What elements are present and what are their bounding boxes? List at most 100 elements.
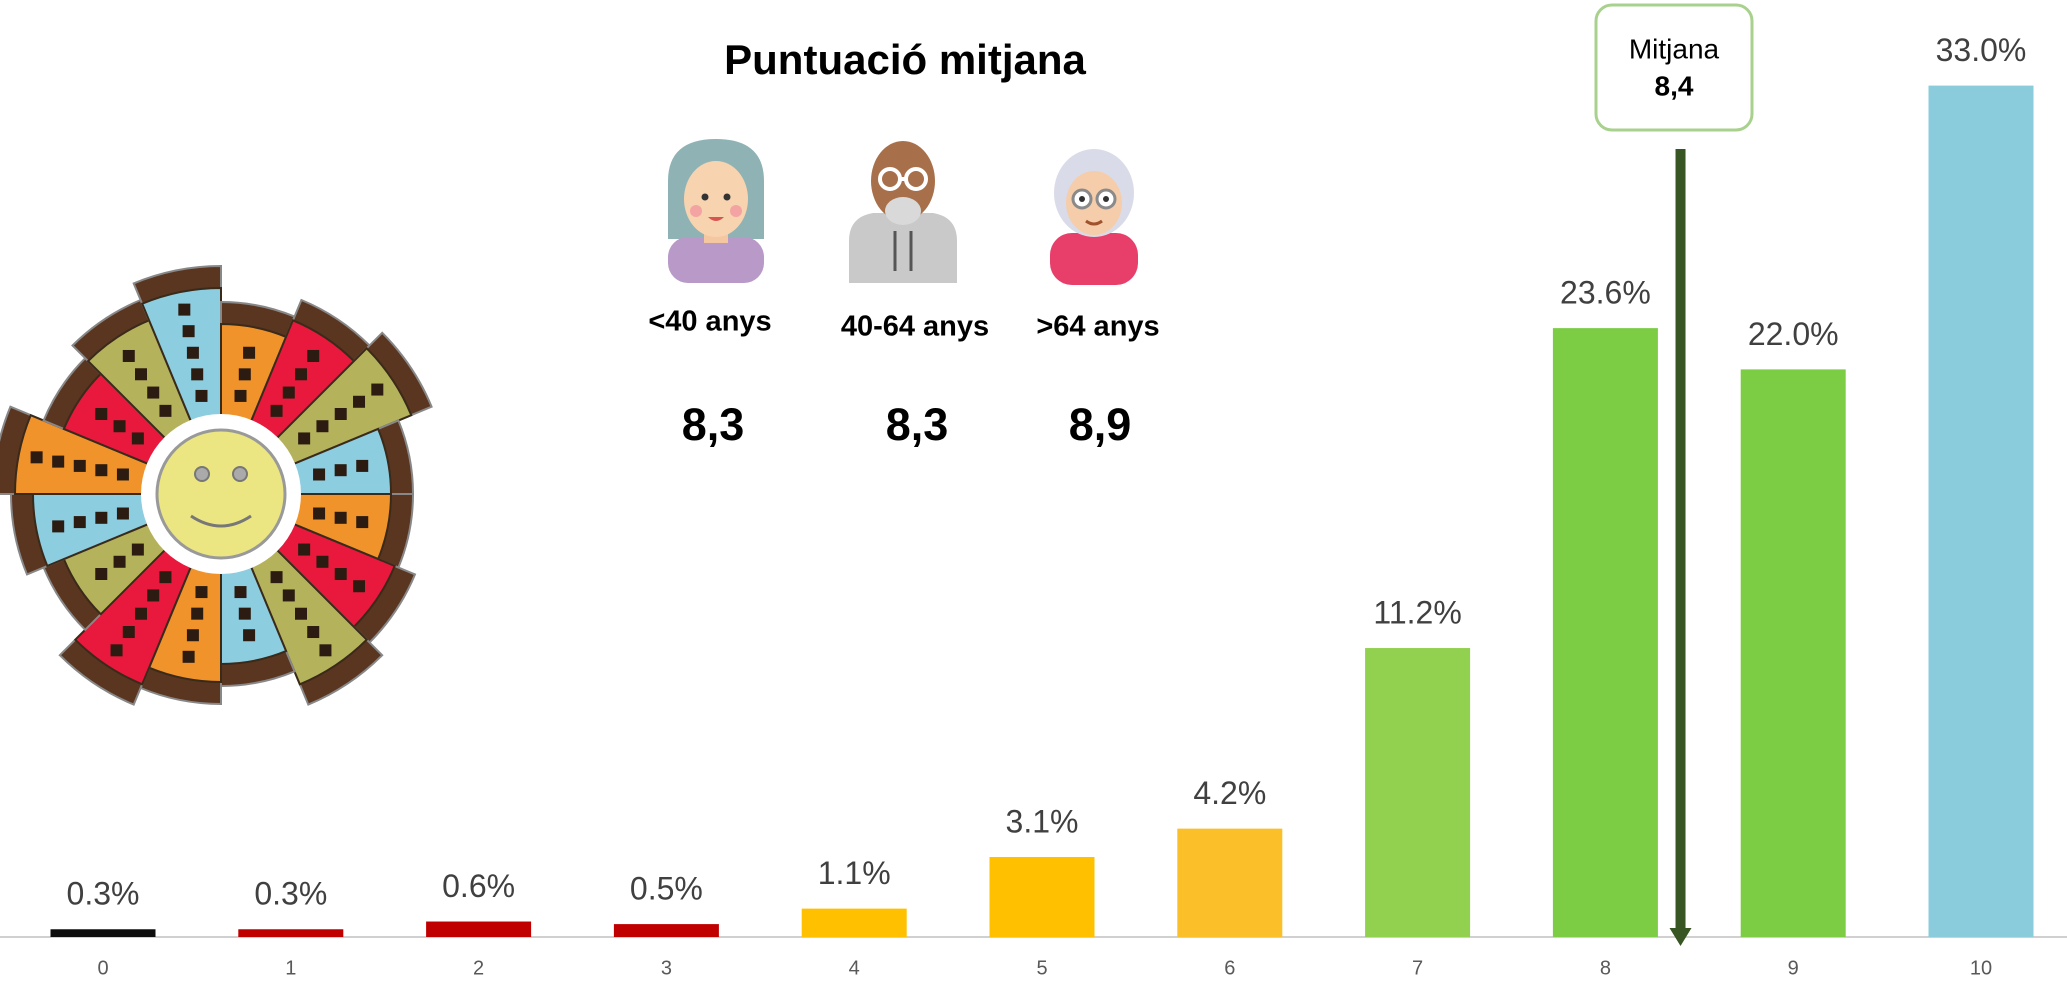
value-label: 4.2%: [1193, 775, 1266, 811]
x-tick-label: 4: [849, 957, 860, 979]
x-tick-label: 3: [661, 957, 672, 979]
town-illustration: [0, 264, 433, 706]
avatar-middle: [849, 141, 957, 283]
town-window: [334, 407, 347, 420]
town-window: [307, 626, 320, 639]
mean-label: Mitjana: [1629, 33, 1720, 64]
mean-value: 8,4: [1655, 70, 1694, 101]
town-window: [243, 629, 256, 642]
town-window: [316, 420, 329, 433]
town-window: [316, 555, 329, 568]
town-window: [131, 543, 144, 556]
town-window: [191, 607, 204, 620]
town-building: [13, 413, 151, 495]
group-label: <40 anys: [648, 306, 771, 338]
value-label: 0.3%: [67, 876, 140, 912]
value-label: 33.0%: [1936, 32, 2027, 68]
town-window: [95, 407, 108, 420]
town-window: [131, 432, 144, 445]
value-label: 3.1%: [1006, 803, 1079, 839]
value-label: 23.6%: [1560, 275, 1651, 311]
town-window: [113, 420, 126, 433]
town-window: [159, 571, 172, 584]
town-window: [147, 386, 160, 399]
bar: [1928, 85, 2034, 938]
town-window: [313, 507, 326, 520]
x-tick-label: 10: [1970, 957, 1992, 979]
mean-box: [1594, 3, 1754, 132]
town-window: [353, 395, 366, 408]
bar: [50, 929, 156, 937]
town-window: [30, 451, 43, 464]
smiley-mouth: [190, 514, 252, 528]
town-window: [147, 589, 160, 602]
town-window: [238, 607, 251, 620]
bar: [989, 857, 1095, 937]
value-label: 0.3%: [254, 876, 327, 912]
value-label: 0.5%: [630, 871, 703, 907]
town-window: [313, 468, 326, 481]
bar: [801, 908, 907, 937]
town-window: [186, 346, 199, 359]
x-tick-label: 6: [1224, 957, 1235, 979]
town-window: [113, 555, 126, 568]
town-window: [334, 568, 347, 581]
town-window: [356, 516, 369, 529]
town-window: [356, 459, 369, 472]
town-window: [353, 580, 366, 593]
town-window: [159, 404, 172, 417]
town-window: [282, 386, 295, 399]
town-window: [307, 349, 320, 362]
town-window: [195, 389, 208, 402]
chart-title: Puntuació mitjana: [724, 36, 1086, 83]
town-window: [234, 389, 247, 402]
town-window: [270, 571, 283, 584]
town-window: [319, 644, 332, 657]
town-window: [116, 507, 129, 520]
smiley-eye: [232, 466, 248, 482]
mean-arrowhead: [1669, 928, 1692, 946]
town-window: [178, 303, 191, 316]
town-window: [371, 383, 384, 396]
smiley-eye: [194, 466, 210, 482]
town-window: [298, 543, 311, 556]
town-window: [334, 511, 347, 524]
bar: [1177, 828, 1283, 937]
value-label: 0.6%: [442, 868, 515, 904]
town-window: [116, 468, 129, 481]
town-window: [95, 464, 108, 477]
smiley-face: [155, 428, 287, 560]
group-score: 8,9: [1069, 399, 1132, 450]
town-window: [234, 586, 247, 599]
town-building: [140, 286, 222, 424]
town-window: [186, 629, 199, 642]
town-window: [73, 516, 86, 529]
bar: [1552, 328, 1658, 937]
avatar-young: [668, 139, 764, 283]
town-window: [191, 368, 204, 381]
value-label: 22.0%: [1748, 316, 1839, 352]
bar: [613, 924, 719, 937]
x-tick-label: 2: [473, 957, 484, 979]
town-window: [270, 404, 283, 417]
town-window: [73, 459, 86, 472]
town-window: [134, 607, 147, 620]
x-tick-label: 0: [97, 957, 108, 979]
town-window: [295, 607, 308, 620]
town-window: [182, 650, 195, 663]
town-window: [182, 325, 195, 338]
town-window: [52, 455, 65, 468]
town-window: [243, 346, 256, 359]
town-window: [195, 586, 208, 599]
town-window: [95, 568, 108, 581]
town-window: [110, 644, 123, 657]
bar: [238, 929, 344, 937]
group-score: 8,3: [682, 399, 745, 450]
group-label: 40-64 anys: [841, 311, 989, 343]
x-tick-label: 1: [285, 957, 296, 979]
town-window: [298, 432, 311, 445]
bar: [426, 921, 532, 937]
group-label: >64 anys: [1036, 311, 1159, 343]
x-tick-label: 7: [1412, 957, 1423, 979]
